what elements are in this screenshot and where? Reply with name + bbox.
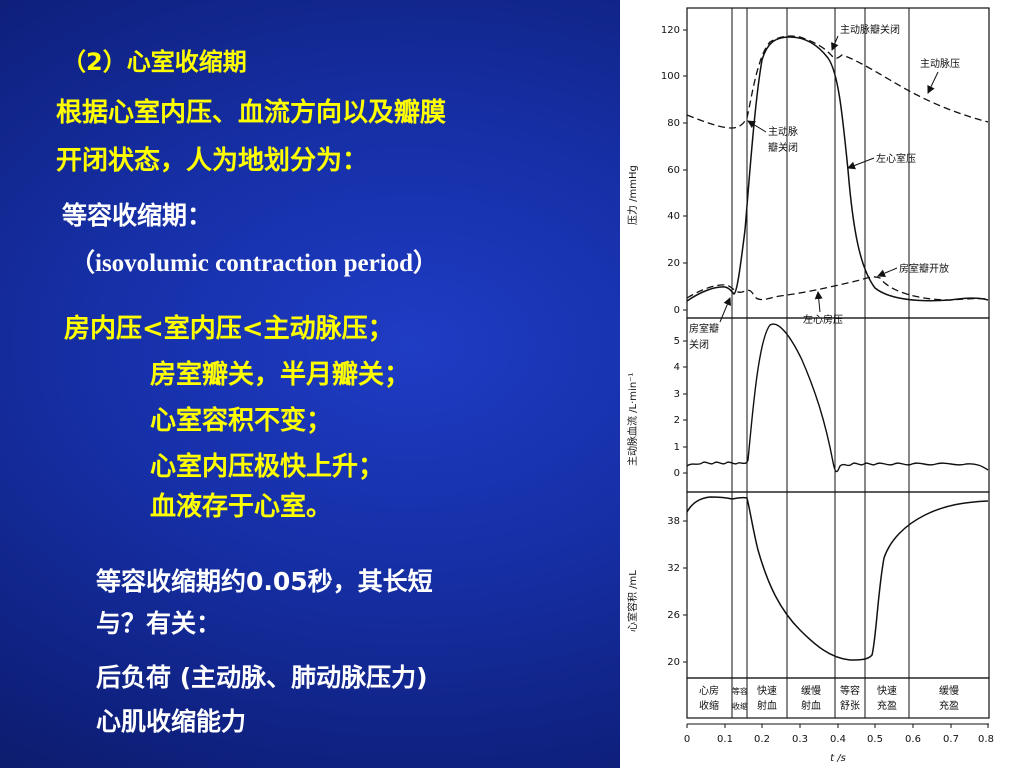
- pressure-relation: 房内压<室内压<主动脉压；: [64, 314, 394, 344]
- flow-tick-5: 5: [674, 336, 680, 347]
- factor-afterload: 后负荷 (主动脉、肺动脉压力): [96, 663, 428, 692]
- annot-aortic-pressure: 主动脉压: [920, 57, 960, 70]
- pressure-tick-100: 100: [661, 71, 680, 82]
- phase-label-4a: 缓慢: [801, 684, 821, 697]
- phase-label-4b: 射血: [801, 699, 821, 712]
- flow-tick-1: 1: [674, 442, 680, 453]
- section-title: （2）心室收缩期: [62, 48, 247, 76]
- time-tick-0.1: 0.1: [717, 734, 733, 745]
- phase-label-7a: 缓慢: [939, 684, 959, 697]
- phase-name-cn: 等容收缩期：: [62, 201, 213, 230]
- volume-axis-label: 心室容积 /mL: [626, 570, 639, 632]
- time-tick-0.4: 0.4: [830, 734, 846, 745]
- time-tick-0.2: 0.2: [754, 734, 770, 745]
- flow-axis-label: 主动脉血流 /L·min⁻¹: [626, 373, 639, 466]
- annot-left-ventricle-pressure: 左心室压: [876, 152, 916, 165]
- phase-label-2a: 等容: [732, 686, 748, 696]
- cardiac-cycle-figure: 120 100 80 60 40 20 0 压力 /mmHg 5 4 3 2 1…: [620, 0, 1024, 768]
- phase-name-en: （isovolumic contraction period）: [70, 250, 439, 277]
- phase-label-7b: 充盈: [939, 699, 959, 712]
- phase-divider-lines: [731, 8, 910, 718]
- time-tick-0.7: 0.7: [943, 734, 959, 745]
- left-atrium-pressure-curve: [686, 276, 989, 301]
- volume-tick-20: 20: [667, 657, 680, 668]
- pressure-axis-label: 压力 /mmHg: [626, 165, 639, 225]
- factor-contractility: 心肌收缩能力: [96, 707, 247, 736]
- volume-state: 心室容积不变；: [150, 406, 333, 436]
- flow-tick-3: 3: [674, 389, 680, 400]
- blood-state: 血液存于心室。: [150, 492, 333, 522]
- annot-aortic-valve-close-1: 主动脉: [768, 125, 798, 138]
- pressure-tick-60: 60: [667, 165, 680, 176]
- phase-label-1a: 心房: [699, 684, 719, 697]
- annot-aortic-valve-close-2: 瓣关闭: [768, 141, 798, 154]
- left-ventricle-pressure-curve: [686, 36, 989, 302]
- aortic-pressure-curve: [686, 35, 989, 129]
- annotation-arrows: [719, 35, 939, 323]
- phase-row-frame: [686, 677, 990, 719]
- aortic-flow-curve: [686, 323, 989, 473]
- pressure-tick-80: 80: [667, 118, 680, 129]
- ventricle-volume-curve: [686, 496, 989, 661]
- volume-tick-26: 26: [667, 610, 680, 621]
- pressure-tick-20: 20: [667, 258, 680, 269]
- valve-state: 房室瓣关，半月瓣关；: [150, 360, 411, 390]
- flow-tick-0: 0: [674, 468, 680, 479]
- phase-label-1b: 收缩: [699, 699, 719, 712]
- intro-line-2: 开闭状态，人为地划分为：: [56, 146, 369, 176]
- phase-label-3b: 射血: [757, 699, 777, 712]
- pressure-tick-40: 40: [667, 211, 680, 222]
- phase-label-5a: 等容: [840, 684, 860, 697]
- phase-label-5b: 舒张: [840, 699, 860, 712]
- pressure-tick-0: 0: [674, 305, 680, 316]
- phase-label-6b: 充盈: [877, 699, 897, 712]
- duration-note-1: 等容收缩期约0.05秒，其长短: [96, 567, 433, 596]
- time-tick-0.8: 0.8: [978, 734, 994, 745]
- time-tick-0.3: 0.3: [792, 734, 808, 745]
- annot-left-atrium-pressure: 左心房压: [803, 313, 843, 326]
- time-axis-label: t /s: [830, 753, 846, 764]
- pressure-state: 心室内压极快上升；: [150, 452, 385, 482]
- annot-av-valve-close-1: 房室瓣: [689, 322, 719, 335]
- pressure-tick-120: 120: [661, 25, 680, 36]
- time-tick-0.6: 0.6: [905, 734, 921, 745]
- phase-label-3a: 快速: [757, 685, 777, 697]
- phase-label-2b: 收缩: [732, 701, 748, 711]
- annot-aortic-valve-close-top: 主动脉瓣关闭: [840, 23, 900, 36]
- volume-tick-32: 32: [667, 563, 680, 574]
- annot-av-valve-open: 房室瓣开放: [899, 262, 949, 275]
- intro-line-1: 根据心室内压、血流方向以及瓣膜: [56, 98, 447, 128]
- time-tick-0: 0: [684, 734, 690, 745]
- duration-note-2: 与？有关：: [96, 609, 222, 638]
- phase-label-6a: 快速: [877, 685, 897, 697]
- cardiac-cycle-svg: 120 100 80 60 40 20 0 压力 /mmHg 5 4 3 2 1…: [626, 7, 994, 764]
- flow-tick-2: 2: [674, 415, 680, 426]
- flow-tick-4: 4: [674, 362, 680, 373]
- annot-av-valve-close-2: 关闭: [689, 338, 709, 351]
- volume-tick-38: 38: [667, 516, 680, 527]
- time-tick-0.5: 0.5: [867, 734, 883, 745]
